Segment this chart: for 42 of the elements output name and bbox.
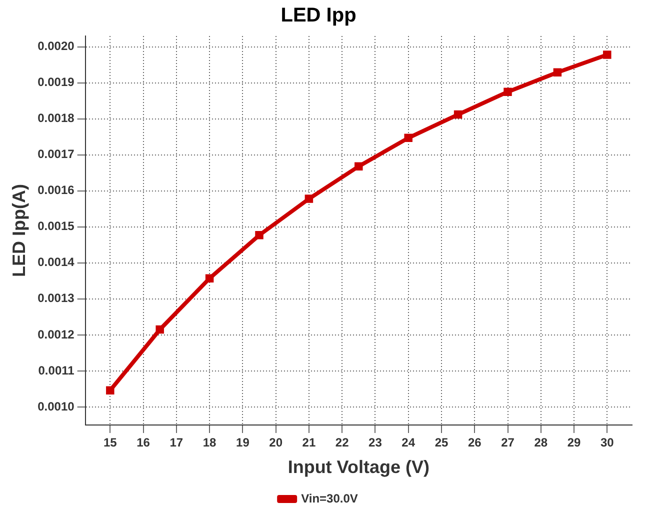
x-tick-label: 30 xyxy=(600,436,614,450)
y-tick-label: 0.0017 xyxy=(38,147,75,162)
y-axis-title: LED Ipp(A) xyxy=(8,184,29,277)
x-tick-label: 16 xyxy=(136,436,150,450)
point xyxy=(205,274,214,283)
point xyxy=(603,50,612,59)
chart-title: LED Ipp xyxy=(280,4,356,27)
point xyxy=(156,325,164,334)
x-tick-label: 24 xyxy=(402,436,416,450)
y-tick-label: 0.0019 xyxy=(38,75,75,90)
x-tick-label: 26 xyxy=(468,436,482,450)
y-tick-label: 0.0010 xyxy=(38,399,75,414)
y-tick-label: 0.0013 xyxy=(38,291,75,306)
x-tick-label: 28 xyxy=(534,436,548,450)
point xyxy=(454,110,462,119)
point xyxy=(504,88,512,96)
point xyxy=(354,162,363,171)
y-tick-label: 0.0011 xyxy=(38,363,75,378)
x-tick-label: 17 xyxy=(170,436,184,450)
legend-label: Vin=30.0V xyxy=(301,491,358,506)
y-tick-label: 0.0014 xyxy=(38,255,75,270)
x-tick-label: 20 xyxy=(269,436,283,450)
x-tick-label: 22 xyxy=(335,436,350,450)
point xyxy=(304,194,314,203)
point xyxy=(255,231,264,240)
x-tick-label: 21 xyxy=(302,436,316,450)
x-tick-label: 18 xyxy=(202,436,217,450)
point xyxy=(553,68,562,76)
x-tick-label: 23 xyxy=(368,436,382,450)
y-tick-label: 0.0018 xyxy=(38,111,75,126)
x-tick-label: 25 xyxy=(434,436,448,450)
y-tick-label: 0.0016 xyxy=(38,183,75,198)
y-tick-label: 0.0015 xyxy=(38,219,75,234)
point xyxy=(106,386,114,395)
x-tick-label: 27 xyxy=(501,436,515,450)
x-tick-label: 15 xyxy=(103,436,118,450)
point xyxy=(404,134,412,142)
y-tick-label: 0.0012 xyxy=(38,327,75,342)
x-tick-label: 19 xyxy=(236,436,250,450)
y-tick-label: 0.0020 xyxy=(38,39,75,54)
x-tick-label: 29 xyxy=(567,436,582,450)
x-axis-title: Input Voltage (V) xyxy=(288,457,430,478)
